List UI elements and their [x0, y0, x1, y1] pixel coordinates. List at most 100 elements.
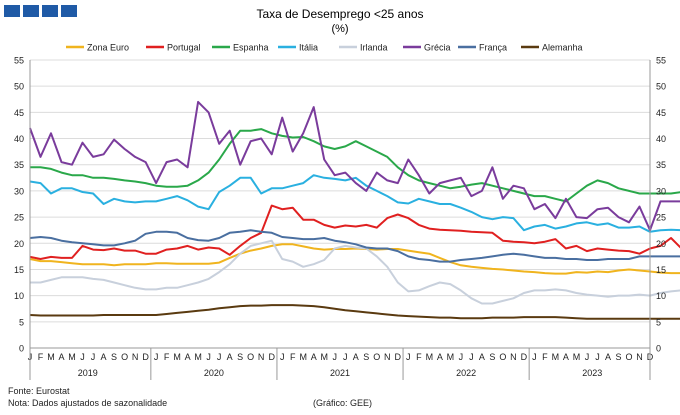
month-tick-label: A — [353, 352, 359, 362]
month-tick-label: F — [542, 352, 548, 362]
month-tick-label: A — [311, 352, 317, 362]
month-tick-label: O — [625, 352, 632, 362]
month-tick-label: N — [510, 352, 517, 362]
series-line — [30, 239, 680, 305]
month-tick-label: M — [299, 352, 307, 362]
y-tick-label-left: 30 — [14, 186, 24, 196]
month-tick-label: O — [499, 352, 506, 362]
legend-label: Zona Euro — [87, 43, 129, 53]
series-group — [29, 100, 680, 320]
month-tick-label: N — [258, 352, 265, 362]
month-tick-label: A — [101, 352, 107, 362]
y-tick-label-right: 25 — [656, 213, 666, 223]
y-tick-label-left: 40 — [14, 134, 24, 144]
y-tick-label-right: 55 — [656, 56, 666, 66]
month-tick-label: A — [437, 352, 443, 362]
month-tick-label: A — [227, 352, 233, 362]
month-tick-label: O — [121, 352, 128, 362]
month-tick-label: J — [343, 352, 348, 362]
month-tick-label: N — [132, 352, 139, 362]
y-tick-label-left: 50 — [14, 82, 24, 92]
y-tick-label-left: 0 — [19, 344, 24, 354]
y-tick-label-right: 35 — [656, 160, 666, 170]
year-label: 2020 — [204, 368, 224, 378]
y-tick-label-left: 35 — [14, 160, 24, 170]
y-tick-label-left: 45 — [14, 108, 24, 118]
logo-block — [42, 5, 58, 17]
y-tick-label-left: 10 — [14, 291, 24, 301]
y-tick-label-right: 50 — [656, 82, 666, 92]
y-tick-label-left: 25 — [14, 213, 24, 223]
month-tick-label: J — [154, 352, 159, 362]
logo-block — [61, 5, 77, 17]
month-tick-label: O — [247, 352, 254, 362]
series-line — [29, 204, 680, 260]
chart-subtitle: (%) — [331, 23, 348, 35]
month-tick-label: A — [59, 352, 65, 362]
month-tick-label: J — [80, 352, 85, 362]
series-line — [30, 128, 680, 203]
month-tick-label: D — [268, 352, 275, 362]
logo-block — [4, 5, 20, 17]
month-tick-label: M — [68, 352, 76, 362]
month-tick-label: D — [395, 352, 402, 362]
month-tick-label: J — [206, 352, 211, 362]
month-tick-label: O — [373, 352, 380, 362]
month-tick-label: M — [573, 352, 581, 362]
month-tick-label: D — [521, 352, 528, 362]
legend: Zona Euro Portugal Espanha Itália Irlanda Gré… — [66, 43, 583, 53]
series-line — [29, 304, 680, 320]
y-tick-label-right: 30 — [656, 186, 666, 196]
month-tick-label: N — [636, 352, 643, 362]
y-tick-label-left: 20 — [14, 239, 24, 249]
series-line — [29, 174, 680, 233]
month-tick-label: A — [479, 352, 485, 362]
y-tick-label-right: 0 — [656, 344, 661, 354]
month-tick-label: A — [185, 352, 191, 362]
y-tick-label-right: 20 — [656, 239, 666, 249]
month-tick-label: S — [615, 352, 621, 362]
month-tick-label: J — [532, 352, 537, 362]
y-tick-label-left: 55 — [14, 56, 24, 66]
month-tick-label: J — [91, 352, 96, 362]
chart-title: Taxa de Desemprego <25 anos — [256, 7, 423, 21]
month-tick-label: J — [332, 352, 337, 362]
grid — [30, 59, 650, 349]
month-tick-label: M — [320, 352, 328, 362]
y-tick-label-left: 15 — [14, 265, 24, 275]
month-tick-label: M — [426, 352, 434, 362]
gee-logo — [4, 5, 77, 17]
month-tick-label: S — [111, 352, 117, 362]
month-tick-label: J — [406, 352, 411, 362]
month-tick-label: S — [363, 352, 369, 362]
series-line — [29, 229, 680, 263]
y-tick-label-right: 10 — [656, 291, 666, 301]
series-line — [29, 100, 680, 232]
month-tick-label: J — [469, 352, 474, 362]
year-label: 2023 — [582, 368, 602, 378]
year-label: 2019 — [78, 368, 98, 378]
month-tick-label: J — [585, 352, 590, 362]
month-tick-label: S — [489, 352, 495, 362]
y-tick-label-right: 15 — [656, 265, 666, 275]
year-label: 2021 — [330, 368, 350, 378]
month-tick-label: J — [595, 352, 600, 362]
month-tick-label: D — [142, 352, 149, 362]
month-tick-label: A — [605, 352, 611, 362]
month-tick-label: M — [447, 352, 455, 362]
year-label: 2022 — [456, 368, 476, 378]
month-tick-label: M — [194, 352, 202, 362]
month-tick-label: M — [173, 352, 181, 362]
source-note: Fonte: Eurostat — [8, 386, 70, 396]
legend-label: Alemanha — [542, 43, 583, 53]
month-tick-label: A — [563, 352, 569, 362]
month-tick-label: N — [384, 352, 391, 362]
legend-label: Itália — [299, 43, 318, 53]
legend-label: Espanha — [233, 43, 269, 53]
month-tick-label: S — [237, 352, 243, 362]
month-tick-label: J — [459, 352, 464, 362]
month-tick-label: F — [38, 352, 44, 362]
adjustment-note: Nota: Dados ajustados de sazonalidade — [8, 398, 168, 408]
